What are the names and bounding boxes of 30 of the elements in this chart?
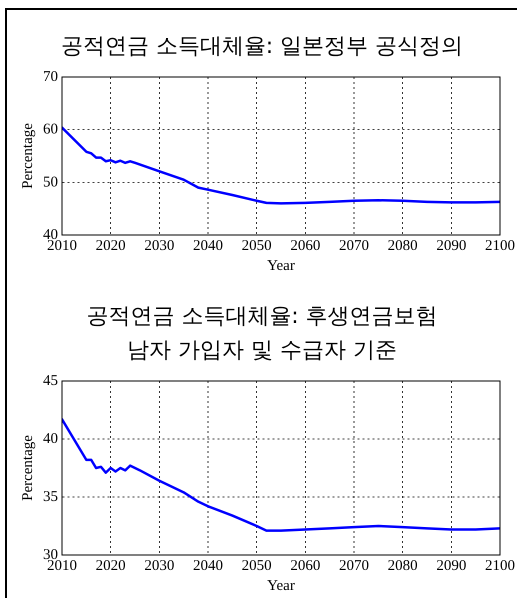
x-tick-label: 2060 (290, 558, 320, 574)
x-tick-label: 2070 (339, 238, 369, 254)
x-tick-label: 2050 (242, 238, 272, 254)
y-tick-label: 60 (43, 122, 58, 138)
x-tick-label: 2090 (436, 238, 466, 254)
chart-title: 공적연금 소득대체율: 후생연금보험 남자 가입자 및 수급자 기준 (85, 303, 439, 365)
x-tick-label: 2040 (193, 558, 223, 574)
y-tick-label: 70 (43, 68, 58, 85)
x-axis-title: Year (267, 258, 295, 274)
y-axis-title: Percentage (20, 434, 36, 501)
x-tick-label: 2040 (193, 238, 223, 254)
x-tick-label: 2100 (485, 558, 515, 574)
chart-title: 공적연금 소득대체율: 일본정부 공식정의 (60, 33, 464, 61)
y-tick-label: 35 (43, 488, 58, 505)
x-tick-label: 2030 (144, 238, 174, 254)
x-tick-label: 2030 (144, 558, 174, 574)
x-tick-label: 2060 (290, 238, 320, 254)
y-tick-label: 50 (43, 174, 58, 190)
x-tick-label: 2020 (96, 238, 126, 254)
x-tick-label: 2080 (388, 238, 418, 254)
x-tick-label: 2080 (388, 558, 418, 574)
y-axis-title: Percentage (20, 122, 36, 189)
y-tick-label: 40 (43, 430, 58, 447)
x-tick-label: 2090 (436, 558, 466, 574)
x-tick-label: 2070 (339, 558, 369, 574)
x-axis-title: Year (267, 578, 295, 594)
x-tick-label: 2100 (485, 238, 515, 254)
x-tick-label: 2050 (242, 558, 272, 574)
x-tick-label: 2020 (96, 558, 126, 574)
y-tick-label: 45 (43, 372, 58, 389)
